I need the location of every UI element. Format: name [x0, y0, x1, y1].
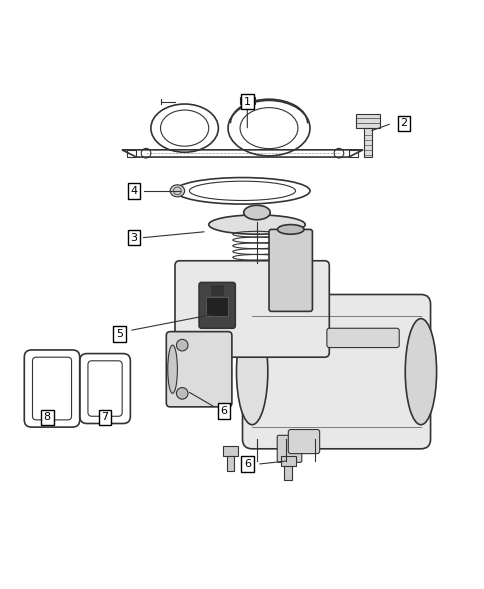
Text: 8: 8: [44, 412, 51, 422]
Ellipse shape: [243, 206, 270, 220]
Text: 6: 6: [220, 406, 227, 416]
FancyBboxPatch shape: [277, 435, 301, 462]
FancyBboxPatch shape: [223, 446, 237, 456]
Text: 5: 5: [116, 329, 123, 339]
Polygon shape: [240, 97, 254, 104]
FancyBboxPatch shape: [326, 328, 398, 348]
Circle shape: [176, 388, 188, 399]
Text: 4: 4: [130, 186, 137, 196]
FancyBboxPatch shape: [355, 114, 379, 128]
FancyBboxPatch shape: [206, 297, 227, 316]
Ellipse shape: [405, 319, 436, 425]
FancyBboxPatch shape: [287, 429, 319, 454]
FancyBboxPatch shape: [284, 466, 291, 480]
FancyBboxPatch shape: [175, 261, 329, 357]
FancyBboxPatch shape: [199, 283, 235, 328]
FancyBboxPatch shape: [363, 128, 371, 157]
Text: 6: 6: [243, 459, 250, 469]
FancyBboxPatch shape: [281, 456, 295, 466]
Text: 3: 3: [130, 233, 137, 243]
Ellipse shape: [167, 345, 177, 393]
FancyBboxPatch shape: [166, 332, 231, 407]
Ellipse shape: [277, 224, 303, 234]
Text: 7: 7: [101, 412, 108, 422]
Ellipse shape: [208, 215, 304, 234]
Text: 1: 1: [243, 97, 250, 107]
Ellipse shape: [236, 319, 267, 425]
FancyBboxPatch shape: [242, 294, 430, 449]
Text: 2: 2: [400, 118, 407, 128]
FancyBboxPatch shape: [269, 229, 312, 312]
Ellipse shape: [170, 185, 184, 197]
FancyBboxPatch shape: [211, 285, 223, 294]
FancyBboxPatch shape: [226, 456, 234, 471]
Circle shape: [176, 339, 188, 351]
